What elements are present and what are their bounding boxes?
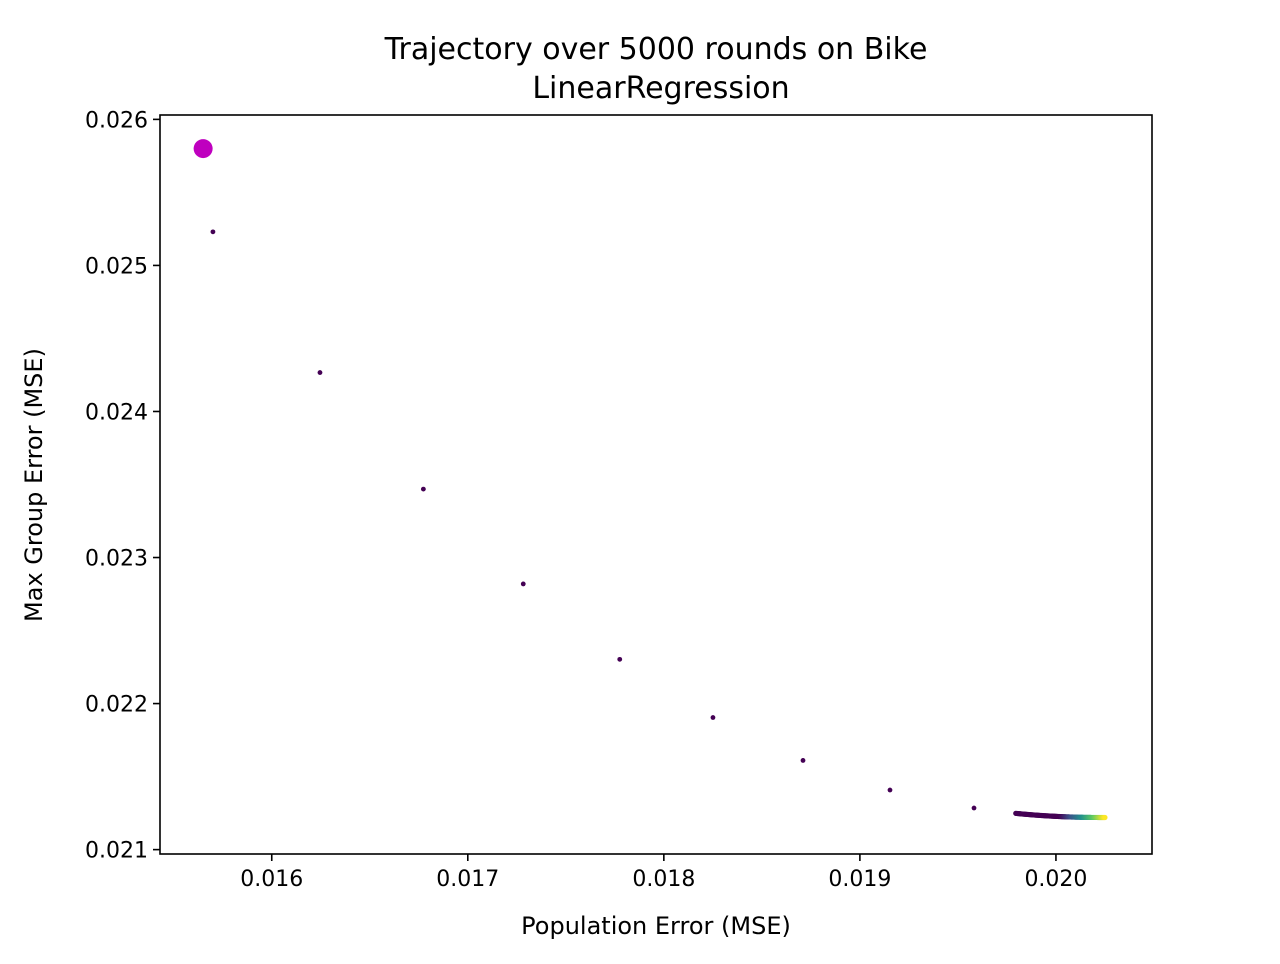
y-tick-label: 0.021 [85, 839, 148, 864]
y-tick-label: 0.023 [85, 547, 148, 572]
trajectory-point [317, 370, 323, 375]
trajectory-points [210, 229, 1108, 821]
start-point-layer [193, 139, 213, 159]
y-axis-label: Max Group Error (MSE) [20, 348, 48, 622]
trajectory-point [887, 787, 893, 793]
trajectory-point [520, 581, 526, 587]
y-axis-ticks: 0.021 0.022 0.023 0.024 0.025 0.026 [85, 108, 160, 864]
trajectory-point [617, 656, 623, 662]
plot-frame [159, 114, 1153, 855]
x-tick-label: 0.018 [632, 867, 695, 892]
x-axis-label: Population Error (MSE) [521, 912, 791, 940]
x-tick-label: 0.017 [436, 867, 499, 892]
trajectory-point [971, 805, 977, 811]
trajectory-point [210, 229, 216, 235]
trajectory-point [1102, 814, 1108, 821]
x-tick-label: 0.019 [828, 867, 891, 892]
x-tick-label: 0.016 [240, 867, 303, 892]
y-tick-label: 0.026 [85, 108, 148, 133]
chart-subtitle: LinearRegression [532, 71, 789, 106]
start-point-marker [193, 139, 213, 159]
y-tick-label: 0.025 [85, 254, 148, 279]
x-axis-ticks: 0.016 0.017 0.018 0.019 0.020 [240, 854, 1087, 892]
trajectory-point [800, 758, 806, 763]
y-tick-label: 0.022 [85, 693, 148, 718]
x-tick-label: 0.020 [1024, 867, 1087, 892]
y-tick-label: 0.024 [85, 400, 148, 425]
trajectory-point [420, 486, 426, 492]
chart-title: Trajectory over 5000 rounds on Bike [384, 32, 928, 67]
trajectory-point [710, 715, 716, 720]
